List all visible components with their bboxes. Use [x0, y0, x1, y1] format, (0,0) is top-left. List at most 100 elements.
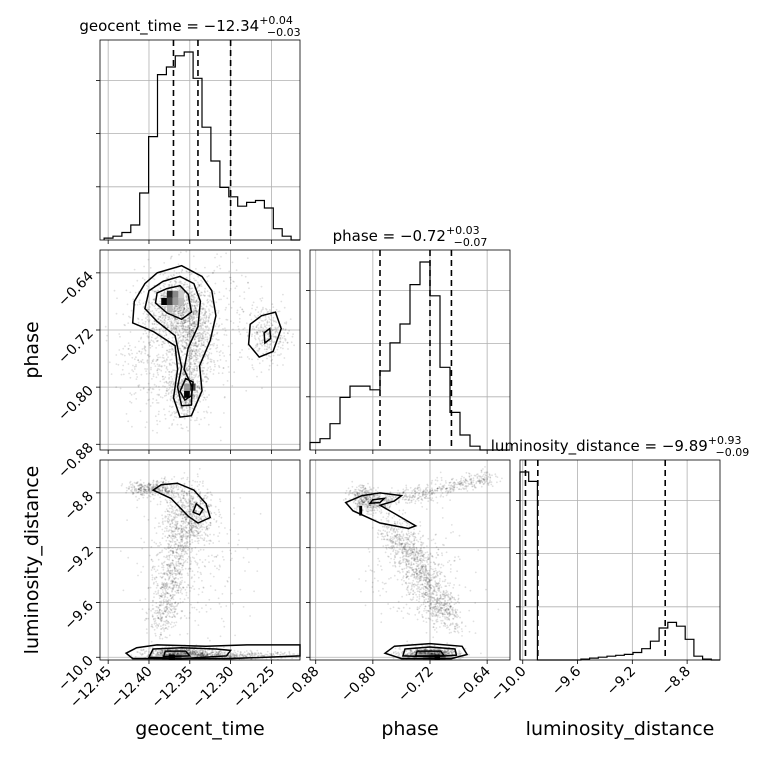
scatter-luminosity-distance-vs-geocent-time-point-482 — [140, 653, 142, 655]
scatter-phase-vs-geocent-time-point-1121 — [196, 367, 198, 370]
scatter-phase-vs-geocent-time-point-2775 — [162, 273, 165, 276]
scatter-phase-vs-geocent-time-point-2245 — [170, 327, 173, 330]
scatter-phase-vs-geocent-time-point-932 — [196, 313, 199, 315]
scatter-phase-vs-geocent-time-point-320 — [185, 299, 188, 301]
scatter-luminosity-distance-vs-geocent-time-point-1270 — [156, 484, 158, 486]
scatter-phase-vs-geocent-time-point-2342 — [177, 358, 180, 360]
scatter-phase-vs-geocent-time-point-2635 — [207, 341, 210, 344]
scatter-luminosity-distance-vs-geocent-time-point-918 — [206, 653, 209, 656]
scatter-luminosity-distance-vs-geocent-time-point-1062 — [195, 650, 197, 653]
scatter-phase-vs-geocent-time-point-778 — [182, 306, 185, 309]
scatter-phase-vs-geocent-time-point-2746 — [209, 334, 211, 337]
scatter-phase-vs-geocent-time-point-1986 — [272, 306, 275, 308]
scatter-luminosity-distance-vs-geocent-time-point-1426 — [161, 489, 164, 492]
scatter-luminosity-distance-vs-geocent-time-point-334 — [216, 651, 218, 654]
scatter-phase-vs-geocent-time-point-1409 — [183, 412, 186, 415]
scatter-phase-vs-geocent-time-point-2739 — [220, 255, 222, 258]
scatter-phase-vs-geocent-time-point-1267 — [203, 396, 206, 399]
scatter-luminosity-distance-vs-geocent-time-point-149 — [189, 648, 191, 651]
scatter-phase-vs-geocent-time-point-1935 — [274, 330, 277, 333]
scatter-luminosity-distance-vs-geocent-time-point-707 — [175, 651, 178, 654]
scatter-phase-vs-geocent-time-point-1961 — [283, 322, 286, 324]
scatter-phase-vs-geocent-time-point-2979 — [213, 361, 216, 364]
scatter-phase-vs-geocent-time-point-2000 — [272, 335, 275, 338]
scatter-phase-vs-geocent-time-point-1471 — [184, 401, 187, 403]
scatter-phase-vs-geocent-time-point-1881 — [266, 357, 268, 360]
scatter-phase-vs-geocent-time-point-1235 — [185, 331, 188, 334]
scatter-luminosity-distance-vs-geocent-time-point-426 — [198, 654, 201, 656]
scatter-phase-vs-geocent-time-point-2906 — [197, 300, 200, 303]
scatter-phase-vs-geocent-time-point-1573 — [183, 373, 185, 376]
scatter-phase-vs-geocent-time-point-1807 — [174, 415, 176, 418]
scatter-phase-vs-geocent-time-point-1292 — [191, 328, 194, 330]
scatter-phase-vs-geocent-time-point-2182 — [219, 439, 222, 442]
scatter-phase-vs-geocent-time-point-1435 — [186, 414, 189, 416]
scatter-luminosity-distance-vs-geocent-time-point-1494 — [128, 488, 131, 490]
scatter-phase-vs-geocent-time-point-1970 — [276, 327, 279, 330]
scatter-phase-vs-geocent-time-point-479 — [174, 331, 177, 333]
scatter-luminosity-distance-vs-geocent-time-point-193 — [196, 651, 199, 653]
scatter-phase-vs-geocent-time-point-1605 — [185, 399, 188, 402]
scatter-phase-vs-geocent-time-point-994 — [195, 360, 197, 363]
scatter-phase-vs-geocent-time-point-2938 — [218, 264, 221, 267]
scatter-phase-vs-geocent-time-density-cell-7 — [166, 305, 173, 313]
scatter-luminosity-distance-vs-geocent-time-point-1661 — [189, 512, 192, 515]
scatter-phase-vs-geocent-time-point-2150 — [138, 361, 141, 364]
scatter-luminosity-distance-vs-geocent-time-point-903 — [236, 654, 239, 657]
scatter-phase-vs-geocent-time-point-160 — [151, 301, 154, 304]
scatter-luminosity-distance-vs-geocent-time-point-1623 — [209, 522, 212, 525]
scatter-phase-vs-geocent-time-point-1026 — [185, 347, 187, 350]
scatter-phase-vs-geocent-time-point-1924 — [271, 339, 273, 341]
scatter-phase-vs-geocent-time-point-1366 — [185, 310, 188, 313]
scatter-luminosity-distance-vs-geocent-time-point-269 — [161, 649, 163, 652]
scatter-luminosity-distance-vs-geocent-time-point-977 — [229, 652, 232, 654]
scatter-luminosity-distance-vs-geocent-time-point-1390 — [133, 489, 136, 491]
scatter-phase-vs-geocent-time-point-2673 — [255, 326, 258, 329]
scatter-phase-vs-geocent-time-point-1851 — [257, 337, 260, 340]
scatter-phase-vs-geocent-time-point-2925 — [179, 304, 181, 307]
scatter-phase-vs-geocent-time-point-525 — [189, 336, 192, 339]
scatter-phase-vs-geocent-time-point-2051 — [259, 331, 261, 333]
scatter-phase-vs-geocent-time-point-1584 — [197, 411, 199, 414]
scatter-phase-vs-geocent-time-point-836 — [170, 311, 173, 314]
scatter-phase-vs-geocent-time-point-1397 — [184, 319, 187, 321]
scatter-phase-vs-geocent-time-point-1768 — [182, 366, 184, 368]
scatter-phase-vs-geocent-time-point-1533 — [189, 361, 192, 364]
scatter-phase-vs-geocent-time-point-865 — [180, 332, 182, 334]
scatter-luminosity-distance-vs-geocent-time-point-841 — [161, 649, 164, 652]
scatter-phase-vs-geocent-time-point-1036 — [190, 335, 193, 338]
scatter-phase-vs-geocent-time-point-2474 — [137, 385, 140, 388]
scatter-luminosity-distance-vs-geocent-time-point-340 — [199, 653, 202, 656]
scatter-phase-vs-geocent-time-point-436 — [181, 269, 184, 271]
scatter-phase-vs-geocent-time-point-2675 — [219, 426, 222, 429]
scatter-luminosity-distance-vs-geocent-time-point-235 — [186, 649, 189, 652]
scatter-luminosity-distance-vs-geocent-time-point-1789 — [172, 516, 175, 518]
scatter-phase-vs-geocent-time-point-2577 — [190, 371, 193, 374]
scatter-phase-vs-geocent-time-point-2083 — [259, 342, 261, 345]
scatter-phase-vs-geocent-time-point-2326 — [118, 349, 121, 351]
scatter-luminosity-distance-vs-geocent-time-point-887 — [240, 651, 242, 653]
scatter-phase-vs-geocent-time-point-380 — [173, 274, 176, 277]
scatter-phase-vs-geocent-time-point-229 — [165, 295, 168, 298]
scatter-phase-vs-geocent-time-point-1075 — [195, 353, 198, 355]
scatter-phase-vs-geocent-time-point-1911 — [275, 321, 278, 324]
scatter-phase-vs-geocent-time-point-2176 — [135, 365, 138, 368]
scatter-phase-vs-geocent-time-point-2877 — [177, 308, 180, 310]
scatter-phase-vs-geocent-time-density-cell-8 — [184, 390, 190, 398]
scatter-phase-vs-geocent-time-point-1645 — [171, 378, 174, 380]
scatter-phase-vs-geocent-time-point-314 — [209, 347, 212, 350]
scatter-luminosity-distance-vs-geocent-time-point-1043 — [197, 651, 199, 653]
scatter-phase-vs-geocent-time-point-2967 — [238, 356, 241, 359]
scatter-phase-vs-geocent-time-point-2614 — [167, 324, 170, 327]
scatter-phase-vs-geocent-time-point-1583 — [186, 368, 188, 371]
scatter-luminosity-distance-vs-geocent-time-point-1324 — [161, 490, 164, 492]
scatter-phase-vs-geocent-time-point-2926 — [164, 294, 167, 297]
scatter-luminosity-distance-vs-geocent-time-point-1283 — [131, 493, 134, 495]
scatter-phase-vs-geocent-time-point-1757 — [175, 391, 178, 394]
scatter-luminosity-distance-vs-geocent-time-point-176 — [201, 649, 204, 652]
scatter-phase-vs-geocent-time-point-2158 — [171, 339, 174, 342]
scatter-phase-vs-geocent-time-point-713 — [173, 326, 176, 329]
scatter-phase-vs-geocent-time-point-756 — [179, 322, 182, 325]
scatter-luminosity-distance-vs-geocent-time-point-1584 — [173, 516, 176, 519]
scatter-phase-vs-geocent-time-point-2328 — [182, 387, 185, 390]
